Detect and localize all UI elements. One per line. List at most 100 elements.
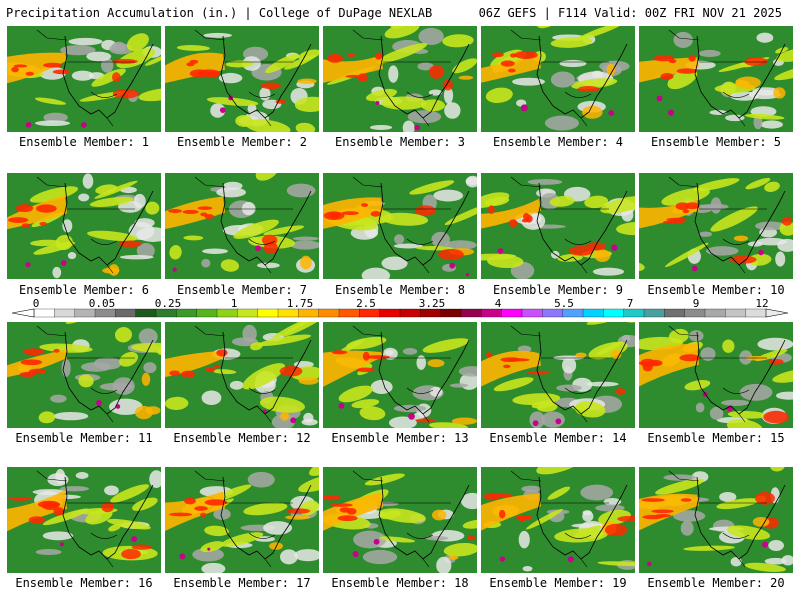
ensemble-member-map — [7, 173, 161, 279]
dry-area — [460, 492, 477, 510]
colorbar-swatch — [359, 308, 381, 318]
dry-area — [672, 510, 706, 522]
extreme-precip-spot — [656, 95, 663, 102]
dry-area — [67, 252, 77, 260]
light-precip-band — [512, 393, 561, 406]
light-precip-band — [212, 369, 237, 375]
light-precip-band — [776, 47, 793, 62]
dry-area — [739, 383, 773, 401]
dry-area — [444, 240, 477, 250]
colorbar-swatch — [664, 308, 686, 318]
dry-area — [136, 227, 161, 242]
dry-area — [263, 521, 293, 535]
colorbar-swatch — [481, 308, 503, 318]
dry-area — [402, 347, 418, 355]
extreme-precip-spot — [668, 109, 675, 116]
light-precip-band — [536, 467, 584, 475]
dry-area — [286, 183, 316, 198]
dry-area — [101, 57, 114, 73]
east-precip-area — [448, 555, 459, 560]
heavy-precip-core — [204, 499, 228, 506]
light-precip-band — [381, 212, 429, 226]
pacific-storm-band — [165, 350, 225, 378]
light-precip-band — [294, 96, 319, 112]
heavy-precip-core — [182, 209, 199, 215]
dry-area — [61, 359, 71, 378]
light-precip-band — [779, 221, 793, 236]
heavy-precip-core — [53, 348, 60, 353]
light-precip-band — [265, 53, 299, 74]
light-precip-band — [422, 338, 470, 353]
light-precip-band — [573, 525, 602, 538]
light-precip-band — [204, 525, 229, 537]
dry-area — [393, 243, 423, 249]
ensemble-member-map — [7, 26, 161, 132]
dry-area — [710, 197, 722, 214]
dry-area — [541, 411, 565, 428]
light-precip-band — [600, 195, 635, 214]
heavy-precip-core — [205, 367, 216, 373]
light-precip-band — [547, 486, 571, 500]
colorbar-swatch — [176, 308, 198, 318]
dry-area — [425, 535, 448, 541]
dry-area — [62, 219, 73, 233]
heavy-precip-core — [514, 50, 538, 59]
light-precip-band — [616, 221, 635, 236]
dry-area — [550, 71, 575, 88]
dry-area — [764, 557, 787, 565]
colorbar-swatch — [115, 308, 137, 318]
dry-area — [216, 187, 246, 198]
ensemble-member-label: Ensemble Member: 8 — [334, 283, 466, 297]
heavy-precip-core — [666, 217, 688, 222]
precip-field — [639, 322, 793, 428]
light-precip-band — [263, 225, 305, 236]
ensemble-member-label: Ensemble Member: 12 — [173, 431, 311, 445]
heavy-precip-core — [36, 204, 57, 213]
east-precip-area — [431, 509, 447, 521]
heavy-precip-core — [500, 60, 515, 67]
dry-area — [571, 523, 607, 528]
dry-area — [43, 112, 68, 123]
dry-area — [518, 530, 530, 549]
precip-field — [165, 322, 319, 428]
ensemble-member-label: Ensemble Member: 2 — [176, 135, 308, 149]
dry-area — [709, 406, 724, 420]
ensemble-member-map — [165, 26, 319, 132]
coastline — [62, 35, 154, 119]
light-precip-band — [34, 97, 66, 105]
dry-area — [680, 520, 694, 536]
light-precip-band — [683, 545, 736, 551]
east-precip-area — [121, 548, 141, 560]
heavy-precip-core — [341, 211, 359, 216]
dry-area — [303, 412, 314, 423]
dry-area — [210, 103, 226, 118]
coastline — [62, 182, 154, 266]
dry-area — [104, 485, 119, 496]
dry-area — [259, 87, 271, 101]
dry-area — [663, 474, 697, 481]
light-precip-band — [271, 322, 317, 339]
light-precip-band — [39, 343, 93, 353]
dry-area — [591, 70, 604, 78]
extreme-precip-spot — [25, 121, 32, 128]
colorbar-tick-label: 5.5 — [554, 297, 574, 310]
ensemble-member-map — [481, 322, 635, 428]
east-precip-area — [286, 508, 311, 514]
light-precip-band — [716, 498, 760, 510]
heavy-precip-core — [11, 66, 19, 73]
political-border — [668, 29, 767, 63]
heavy-precip-core — [323, 211, 345, 220]
colorbar-tick-label: 4 — [495, 297, 502, 310]
coastline — [536, 182, 628, 266]
dry-area — [705, 246, 739, 256]
light-precip-band — [126, 33, 149, 52]
dry-area — [755, 221, 787, 231]
dry-area — [512, 77, 545, 86]
heavy-precip-core — [43, 62, 63, 68]
east-precip-area — [112, 72, 121, 83]
dry-area — [775, 251, 786, 267]
dry-area — [242, 324, 257, 343]
heavy-precip-core — [204, 214, 215, 219]
heavy-precip-core — [651, 509, 674, 514]
east-precip-area — [585, 242, 606, 251]
